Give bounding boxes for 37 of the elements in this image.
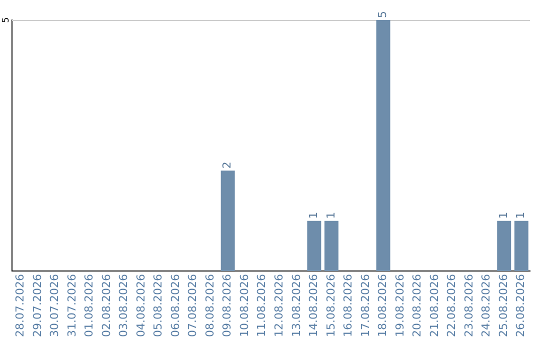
- x-tick-label: 17.08.2026: [358, 274, 372, 338]
- data-label: 1: [324, 212, 338, 219]
- x-tick-label: 08.08.2026: [203, 274, 216, 338]
- data-label: 1: [514, 212, 528, 219]
- data-label: 2: [220, 162, 234, 169]
- x-tick-label: 25.08.2026: [496, 274, 510, 338]
- x-tick-label: 11.08.2026: [255, 274, 268, 338]
- x-tick-label: 16.08.2026: [342, 274, 355, 338]
- text: 5: [1, 17, 12, 23]
- data-label: 5: [376, 11, 390, 18]
- x-tick-label: 14.08.2026: [307, 274, 320, 338]
- x-tick-label: 12.08.2026: [272, 274, 286, 338]
- x-tick-label: 01.08.2026: [82, 274, 96, 338]
- x-tick-label: 05.08.2026: [152, 274, 165, 338]
- x-tick-label: 18.08.2026: [376, 274, 390, 338]
- x-tick-label: 13.08.2026: [290, 274, 303, 338]
- data-label: 1: [307, 212, 320, 219]
- x-tick-label: 24.08.2026: [480, 274, 493, 338]
- x-tick-label: 29.07.2026: [30, 274, 44, 338]
- x-tick-label: 02.08.2026: [100, 274, 113, 338]
- x-tick-label: 28.07.2026: [13, 274, 26, 338]
- x-tick-label: 22.08.2026: [445, 274, 458, 338]
- x-tick-label: 20.08.2026: [410, 274, 424, 338]
- x-tick-label: 15.08.2026: [324, 274, 338, 338]
- x-tick-label: 19.08.2026: [393, 274, 406, 338]
- x-tick-label: 31.07.2026: [65, 274, 78, 338]
- x-tick-label: 26.08.2026: [514, 274, 528, 338]
- data-label: 1: [496, 212, 510, 219]
- x-tick-label: 04.08.2026: [134, 274, 148, 338]
- x-tick-label: 07.08.2026: [186, 274, 200, 338]
- x-tick-label: 21.08.2026: [428, 274, 441, 338]
- x-tick-label: 10.08.2026: [238, 274, 251, 338]
- x-tick-label: 30.07.2026: [48, 274, 62, 338]
- x-tick-label: 23.08.2026: [462, 274, 476, 338]
- x-tick-label: 03.08.2026: [117, 274, 130, 338]
- x-tick-label: 06.08.2026: [168, 274, 182, 338]
- x-tick-label: 09.08.2026: [220, 274, 234, 338]
